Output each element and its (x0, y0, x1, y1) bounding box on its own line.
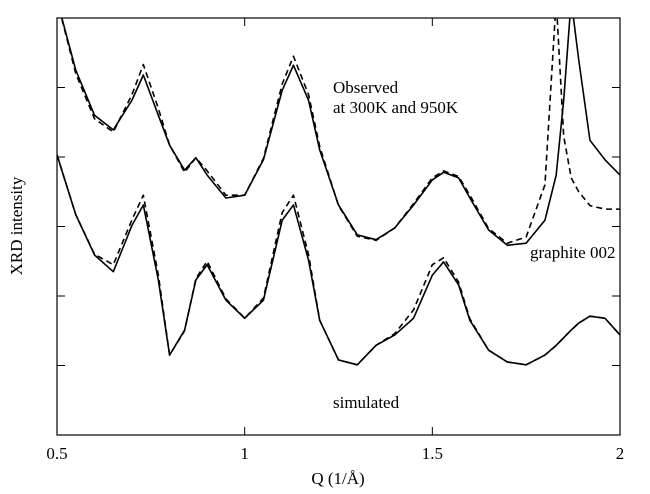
series-line (60, 18, 620, 244)
y-axis-label: XRD intensity (7, 176, 26, 275)
annotation: Observed at 300K and 950K (333, 78, 459, 117)
plot-area (57, 18, 620, 366)
x-tick-label: 2 (616, 444, 625, 463)
x-tick-label: 1 (240, 444, 249, 463)
x-axis-label: Q (1/Å) (311, 469, 364, 488)
x-tick-label: 0.5 (46, 444, 67, 463)
x-tick-label: 1.5 (422, 444, 443, 463)
annotation: graphite 002 (530, 243, 615, 262)
series-line (57, 154, 620, 366)
annotation: simulated (333, 393, 400, 412)
